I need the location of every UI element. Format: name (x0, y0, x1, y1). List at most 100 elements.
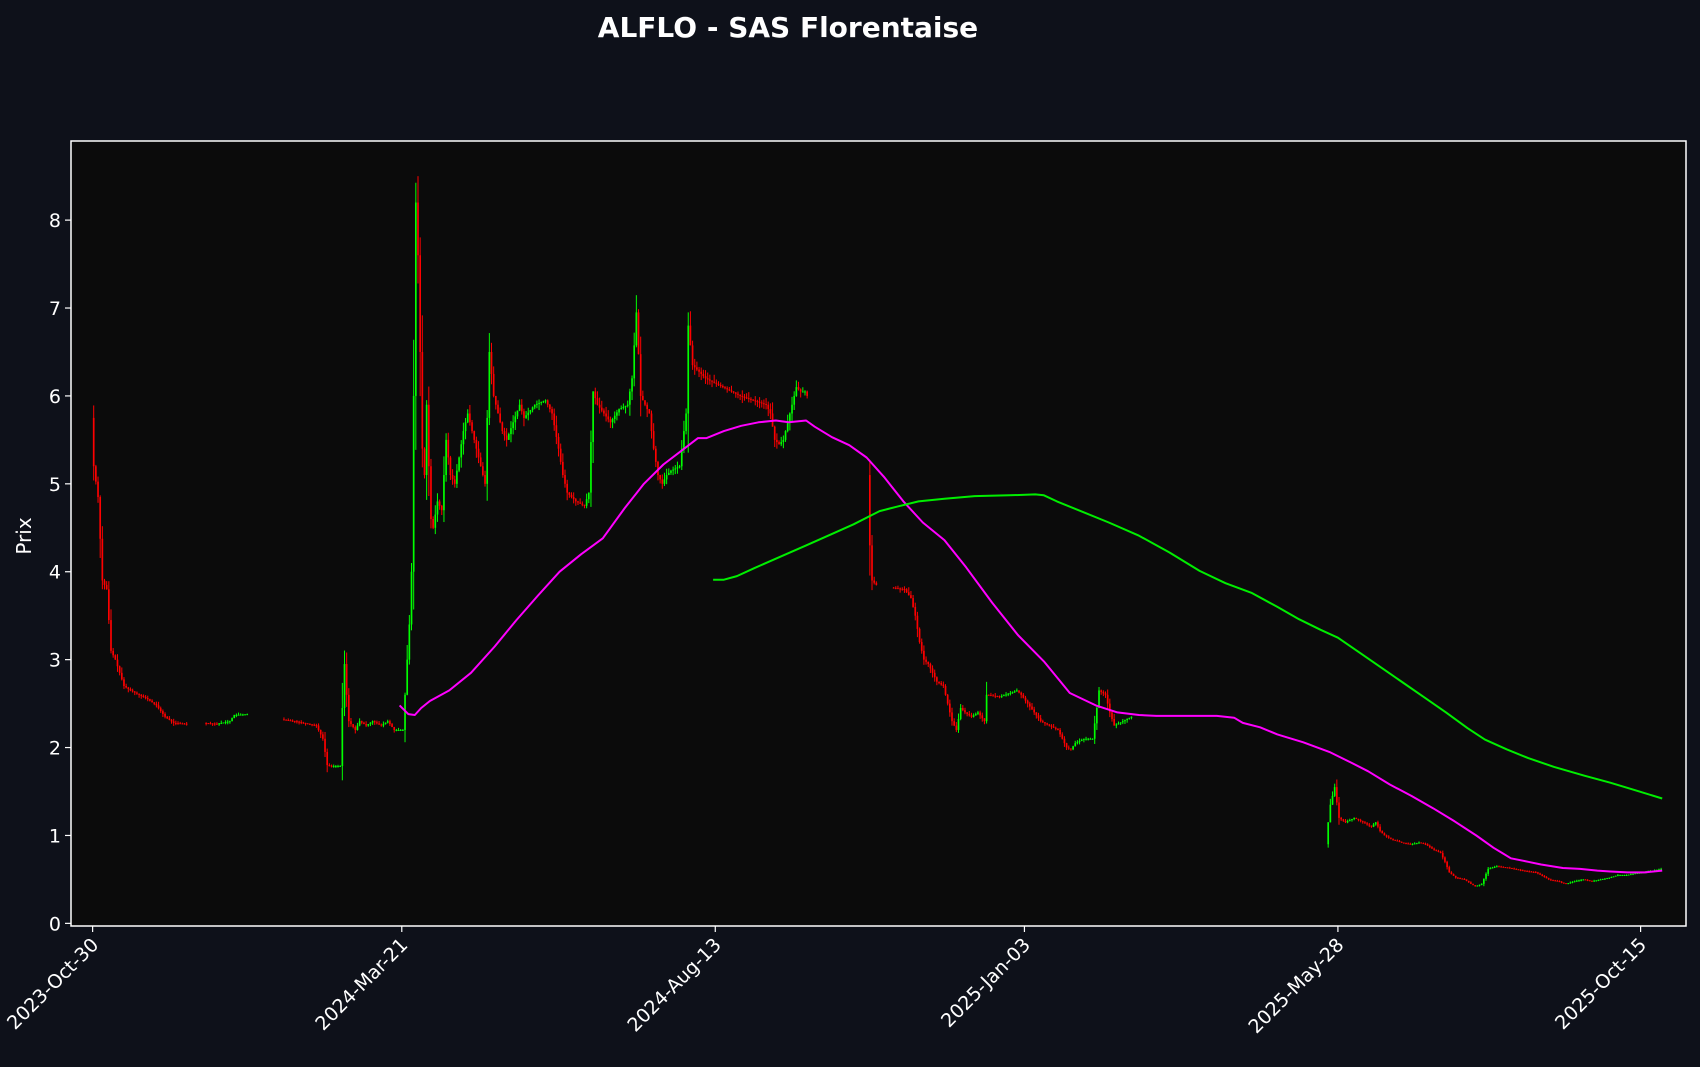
candle-body (222, 722, 225, 724)
candle-body (873, 580, 876, 583)
candle-body (916, 615, 919, 629)
candle-body (283, 719, 285, 721)
candle-body (181, 723, 184, 725)
candle-body (352, 724, 354, 728)
candle-body (1582, 879, 1585, 881)
candle-body (709, 379, 711, 381)
candle-body (233, 715, 236, 719)
candle-body (1009, 693, 1012, 695)
candle-body (903, 589, 906, 591)
candle-body (1333, 787, 1336, 796)
candle-body (1368, 824, 1371, 826)
candle-body (1500, 866, 1502, 868)
candle-body (393, 727, 396, 730)
candle-body (955, 725, 958, 730)
candle-body (421, 351, 424, 449)
candle-body (661, 479, 664, 484)
candle-body (793, 395, 796, 405)
candle-body (687, 325, 690, 414)
candle-body (1528, 871, 1531, 873)
candle-body (609, 419, 612, 423)
candle-body (209, 723, 212, 725)
candle-body (317, 725, 320, 730)
candle-body (1370, 825, 1373, 827)
candle-body (728, 389, 731, 391)
candle-body (229, 721, 231, 723)
candle-body (337, 766, 339, 768)
candle-body (618, 409, 620, 413)
candle-body (892, 587, 895, 589)
candle-body (1102, 691, 1105, 694)
candle-body (293, 720, 296, 722)
candle-body (371, 721, 374, 723)
candle-body (1502, 866, 1505, 868)
candle-body (570, 494, 573, 498)
candle-body (1444, 857, 1446, 862)
candle-body (603, 410, 605, 414)
candle-body (1623, 875, 1626, 877)
candle-body (458, 457, 460, 471)
candle-body (356, 725, 359, 730)
candle-body (674, 468, 677, 470)
candle-body (285, 719, 287, 721)
candle-body (226, 721, 229, 723)
candle-body (678, 466, 681, 468)
candle-body (1348, 820, 1351, 822)
candle-body (92, 417, 95, 467)
candle-body (1022, 694, 1025, 698)
candle-body (613, 415, 616, 420)
candle-body (721, 386, 724, 388)
candle-body (559, 448, 562, 462)
candle-body (672, 469, 674, 471)
candle-body (907, 592, 910, 596)
candle-body (693, 365, 696, 368)
candle-body (981, 715, 984, 719)
candle-body (1606, 878, 1608, 880)
candle-body (894, 587, 897, 589)
candle-body (112, 650, 115, 656)
candle-body (1565, 883, 1567, 885)
candle-body (704, 376, 707, 379)
candle-body (1441, 853, 1444, 858)
candle-body (168, 718, 171, 720)
candle-body (1400, 841, 1403, 843)
candle-body (1465, 879, 1468, 881)
y-tick-label: 5 (49, 474, 61, 496)
candle-body (555, 425, 558, 437)
candle-body (1480, 883, 1483, 885)
candle-body (1569, 882, 1572, 884)
candle-body (365, 724, 367, 726)
candle-body (942, 684, 945, 687)
candle-body (1495, 866, 1498, 868)
candle-body (931, 668, 934, 673)
candle-body (235, 714, 238, 716)
candle-body (594, 391, 597, 399)
candle-body (1658, 869, 1660, 871)
candle-body (698, 369, 700, 372)
candle-body (750, 398, 752, 400)
candle-body (987, 694, 990, 696)
candle-body (1470, 882, 1472, 884)
candle-body (1048, 724, 1051, 726)
candle-body (776, 439, 778, 443)
candle-body (994, 695, 997, 697)
candle-body (1526, 870, 1528, 872)
candle-body (1467, 880, 1470, 883)
candle-body (1474, 885, 1477, 887)
candle-body (754, 400, 757, 402)
candle-body (1403, 842, 1405, 844)
candle-body (616, 412, 618, 416)
y-tick-label: 8 (49, 210, 61, 232)
candle-body (929, 664, 932, 669)
candle-body (296, 721, 298, 723)
candle-body (1100, 690, 1103, 692)
candle-body (488, 351, 491, 418)
candle-body (587, 492, 590, 500)
candle-body (1593, 880, 1595, 882)
candle-body (177, 723, 179, 725)
candle-body (1409, 843, 1412, 845)
candle-body (869, 475, 871, 546)
candle-body (527, 412, 530, 416)
candle-body (1446, 861, 1448, 868)
candle-body (1431, 847, 1433, 849)
